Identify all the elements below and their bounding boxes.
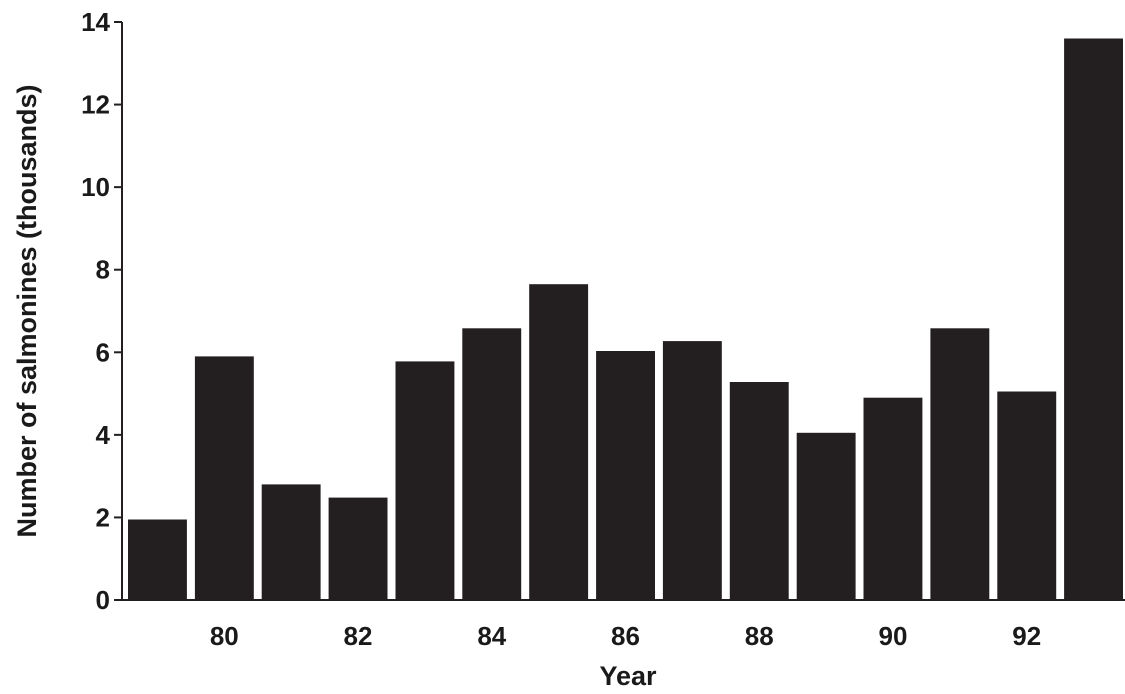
y-tick-label: 10 bbox=[81, 172, 110, 202]
x-tick-label: 90 bbox=[879, 621, 908, 651]
bar-87 bbox=[662, 341, 722, 600]
bar-81 bbox=[261, 484, 321, 600]
y-ticks: 0 2 4 6 8 10 12 14 bbox=[81, 7, 122, 615]
bar-84 bbox=[462, 328, 522, 600]
x-tick-label: 82 bbox=[344, 621, 373, 651]
x-axis-title: Year bbox=[599, 661, 657, 691]
bar-89 bbox=[796, 432, 856, 600]
y-tick-label: 4 bbox=[96, 420, 111, 450]
y-tick-label: 14 bbox=[81, 7, 110, 37]
y-axis-title: Number of salmonines (thousands) bbox=[12, 84, 42, 537]
bars bbox=[128, 38, 1123, 600]
bar-86 bbox=[596, 351, 655, 600]
bar-92 bbox=[997, 391, 1057, 600]
x-tick-label: 92 bbox=[1012, 621, 1041, 651]
bar-85 bbox=[529, 284, 589, 600]
bar-82 bbox=[328, 497, 388, 600]
x-tick-label: 88 bbox=[745, 621, 774, 651]
bar-88 bbox=[729, 382, 789, 600]
bar-93 bbox=[1064, 38, 1123, 600]
bar-80 bbox=[194, 356, 254, 600]
bar-90 bbox=[863, 397, 923, 600]
y-tick-label: 2 bbox=[96, 502, 110, 532]
bar-79 bbox=[128, 519, 187, 600]
y-tick-label: 8 bbox=[96, 255, 110, 285]
bar-83 bbox=[395, 361, 455, 600]
y-tick-label: 6 bbox=[96, 337, 110, 367]
x-tick-label: 84 bbox=[477, 621, 506, 651]
x-tick-label: 80 bbox=[210, 621, 239, 651]
x-ticks: 80 82 84 86 88 90 92 bbox=[210, 621, 1041, 651]
y-tick-label: 0 bbox=[96, 585, 110, 615]
bar-91 bbox=[930, 328, 990, 600]
x-tick-label: 86 bbox=[611, 621, 640, 651]
y-tick-label: 12 bbox=[81, 90, 110, 120]
